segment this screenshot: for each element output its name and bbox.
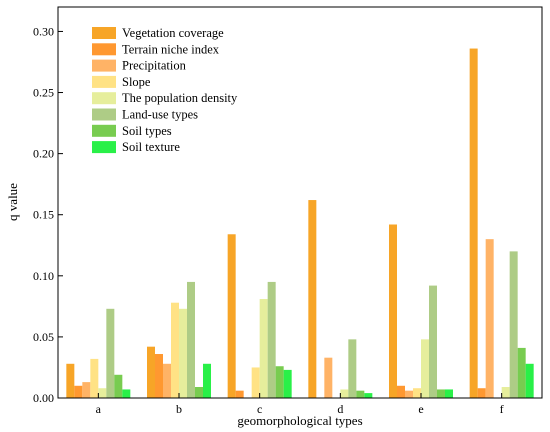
legend-swatch [92,43,116,56]
bar [227,234,236,398]
bar [525,363,534,398]
plot-frame [57,6,543,399]
bar [509,251,518,398]
x-tick-label: c [257,402,262,416]
bar [179,308,187,398]
bar [155,354,163,398]
bar [413,388,421,398]
x-tick-label: a [96,402,102,416]
bar [259,299,268,398]
legend-label: Terrain niche index [122,42,220,56]
legend-label: Soil types [122,124,172,138]
bar [187,281,195,398]
y-tick-label: 0.10 [33,269,54,283]
bar [501,387,510,398]
bar [517,347,526,398]
legend-label: Vegetation coverage [122,26,224,40]
bar [90,358,99,398]
bar [421,339,429,398]
bar [348,339,357,398]
bar [195,387,203,398]
legend-swatch [92,92,116,105]
y-axis: 0.00 0.05 0.10 0.15 0.20 0.25 0.30 [33,24,63,405]
legend-label: Soil texture [122,140,180,154]
y-tick-label: 0.05 [33,330,54,344]
bar [469,48,478,398]
legend-swatch [92,108,116,121]
bar [235,390,244,398]
legend-swatch [92,141,116,154]
bar [98,388,107,398]
x-tick-label: d [337,402,343,416]
legend: Vegetation coverage Terrain niche index Pr… [92,26,238,154]
bar [477,388,486,398]
legend-label: Precipitation [122,59,187,73]
bar [163,363,171,398]
legend-swatch [92,27,116,39]
bar [122,389,131,398]
y-axis-label: q value [5,183,20,221]
bar [364,393,373,398]
x-tick-label: f [500,402,504,416]
legend-swatch [92,124,116,137]
x-tick-label: b [176,402,182,416]
y-tick-label: 0.20 [33,147,54,161]
bar [114,374,123,398]
bar [397,385,405,398]
bar [66,363,75,398]
bar [308,200,317,398]
legend-swatch [92,75,116,88]
bar [171,302,179,398]
bar [324,357,333,398]
bar [106,308,115,398]
bar [356,390,365,398]
bar [445,389,453,398]
bar [389,224,397,398]
bar [74,385,83,398]
bars-group [66,48,534,398]
bar [267,281,276,398]
x-tick-label: e [418,402,423,416]
x-axis: a b c d e f [96,393,504,416]
legend-label: Slope [122,75,151,89]
legend-swatch [92,59,116,72]
legend-label: Land-use types [122,108,198,122]
bar [405,390,413,398]
bar [437,389,445,398]
y-tick-label: 0.15 [33,208,54,222]
bar [251,367,260,398]
y-tick-label: 0.30 [33,24,54,38]
bar [429,285,437,398]
bar [82,382,91,398]
bar [340,389,349,398]
bar [283,369,292,398]
bar [275,366,284,398]
y-tick-label: 0.00 [33,391,54,405]
x-axis-label: geomorphological types [237,413,362,428]
bar [203,363,211,398]
bar [485,239,494,398]
legend-label: The population density [122,91,238,105]
bar [147,346,155,398]
y-tick-label: 0.25 [33,86,54,100]
